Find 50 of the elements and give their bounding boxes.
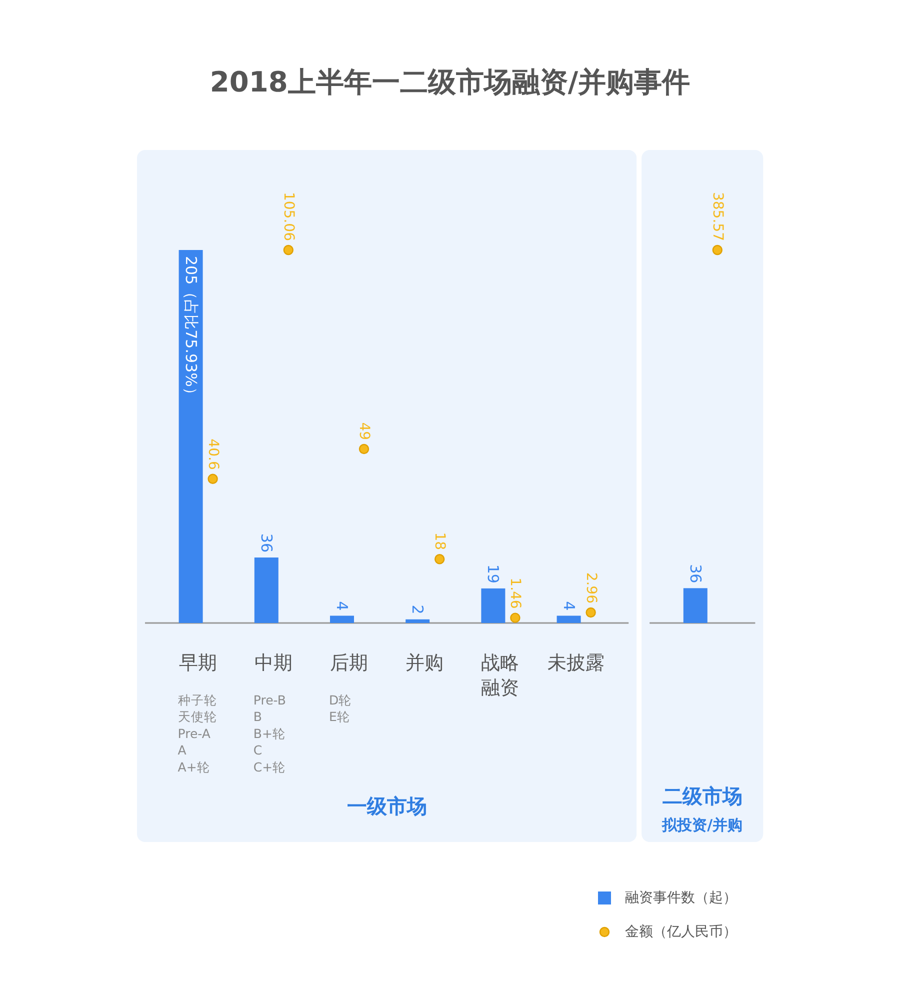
bar	[178, 250, 203, 623]
point	[510, 612, 520, 623]
x-tick-label: 未披露	[547, 652, 604, 674]
text: A+轮	[178, 759, 210, 774]
text: B	[253, 709, 262, 724]
data-label: 19	[484, 564, 502, 584]
point	[283, 244, 294, 256]
text: 种子轮	[178, 692, 217, 708]
text: C	[253, 742, 262, 758]
x-tick-label: 中期	[254, 652, 292, 674]
data-label: 36	[686, 564, 704, 584]
point	[358, 444, 370, 454]
legend-label: 融资事件数（起）	[625, 890, 737, 906]
data-label: 1.46	[507, 578, 524, 609]
text: E轮	[329, 709, 350, 724]
text: C+轮	[253, 759, 286, 774]
x-axis-title: 二级市场	[662, 784, 742, 808]
x-tick-label: 战略融资	[481, 652, 520, 699]
x-tick-label: 并购	[406, 652, 444, 674]
chart-title: 2018上半年一二级市场融资/并购事件	[210, 66, 690, 98]
bar	[556, 616, 581, 623]
bar	[330, 616, 354, 623]
data-label: 2.96	[582, 572, 599, 604]
data-label: 2	[408, 604, 427, 614]
x-tick-label: 早期	[178, 652, 217, 674]
text: D轮	[329, 692, 352, 708]
bar	[406, 619, 430, 623]
data-label: 36	[257, 533, 276, 552]
data-label: 385.57	[709, 192, 726, 241]
data-label: 4	[333, 601, 351, 611]
text: Pre-B	[253, 692, 286, 708]
text: A	[178, 742, 187, 758]
text: 天使轮	[178, 709, 217, 724]
bar	[254, 558, 278, 623]
point	[434, 554, 445, 564]
text: Pre-A	[178, 726, 211, 741]
data-label: 49	[356, 422, 372, 440]
point	[208, 474, 218, 484]
x-tick-label: 后期	[330, 652, 368, 674]
data-label: 40.6	[204, 438, 221, 470]
x-tick-label: 拟投资/并购	[661, 816, 743, 834]
bar	[481, 588, 506, 623]
x-axis-title: 一级市场	[346, 794, 427, 818]
text: B+轮	[253, 726, 286, 741]
data-label: 4	[560, 601, 578, 611]
data-label: 18	[432, 532, 448, 550]
legend-label: 金额（亿人民币）	[625, 924, 737, 940]
data-label: 205（占比75.93%）	[182, 256, 200, 402]
data-label: 105.06	[280, 192, 296, 242]
point	[586, 607, 596, 618]
